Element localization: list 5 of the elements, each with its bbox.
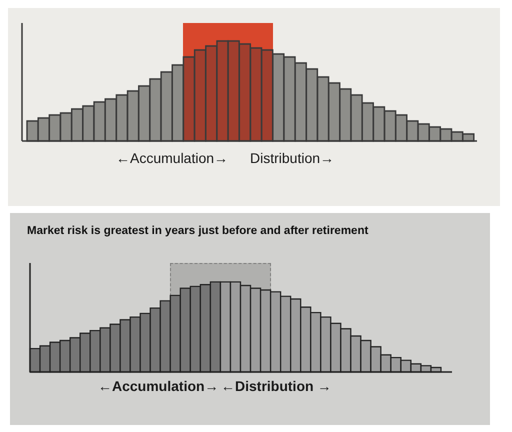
text: ←Accumulation→ xyxy=(98,378,219,394)
chart-title: Market risk is greatest in years just before and after retirement xyxy=(27,225,368,237)
text: ←Distribution → xyxy=(221,378,332,394)
text: Distribution→ xyxy=(250,150,334,166)
text: ←Accumulation→ xyxy=(116,150,228,166)
